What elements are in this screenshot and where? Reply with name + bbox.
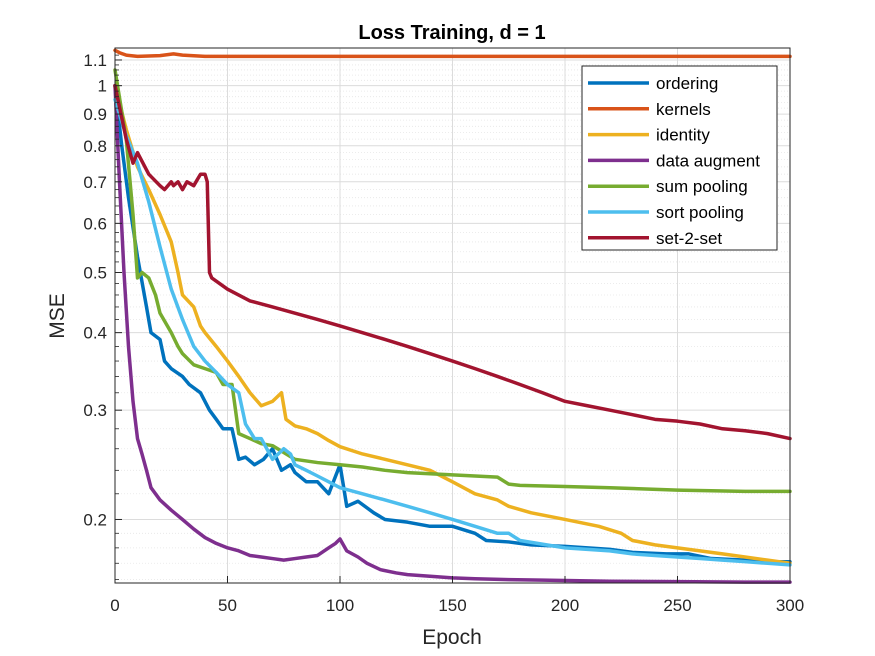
legend-label-sum-pooling: sum pooling: [656, 177, 748, 196]
y-tick-label: 0.3: [83, 401, 107, 420]
x-tick-label: 100: [326, 596, 354, 615]
x-tick-label: 300: [776, 596, 804, 615]
series-line-data-augment: [113, 83, 792, 584]
legend-label-identity: identity: [656, 126, 710, 145]
legend-label-set-2-set: set-2-set: [656, 229, 722, 248]
y-tick-label: 1.1: [83, 51, 107, 70]
series-line-identity: [113, 83, 792, 566]
series-line-sum-pooling: [113, 68, 792, 494]
y-tick-label: 0.2: [83, 510, 107, 529]
y-tick-label: 0.6: [83, 214, 107, 233]
y-axis-label: MSE: [46, 293, 69, 339]
series-lines: [113, 48, 792, 584]
series-line-kernels: [113, 48, 792, 59]
x-tick-label: 0: [110, 596, 119, 615]
legend-box: [581, 65, 778, 251]
y-tick-label: 0.5: [83, 264, 107, 283]
x-tick-label: 50: [218, 596, 237, 615]
legend-label-ordering: ordering: [656, 74, 718, 93]
y-tick-label: 0.8: [83, 137, 107, 156]
legend-label-sort-pooling: sort pooling: [656, 203, 744, 222]
x-tick-label: 200: [551, 596, 579, 615]
y-tick-label: 1: [98, 77, 107, 96]
x-axis-label: Epoch: [422, 626, 482, 649]
y-tick-label: 0.7: [83, 173, 107, 192]
series-line-set-2-set: [113, 83, 792, 441]
legend-label-data-augment: data augment: [656, 151, 760, 170]
chart-title: Loss Training, d = 1: [358, 22, 545, 44]
x-tick-label: 150: [438, 596, 466, 615]
legend: ordering kernels identity data augment sum p…: [581, 65, 778, 251]
series-line-sort-pooling: [113, 97, 792, 567]
axis-ticks: 0.2 0.3 0.4 0.5 0.6 0.7 0.8 0.9 1 1.1 0 50 100 150 200…: [83, 51, 804, 615]
y-tick-label: 0.4: [83, 324, 107, 343]
legend-label-kernels: kernels: [656, 100, 711, 119]
y-tick-label: 0.9: [83, 105, 107, 124]
x-tick-label: 250: [663, 596, 691, 615]
